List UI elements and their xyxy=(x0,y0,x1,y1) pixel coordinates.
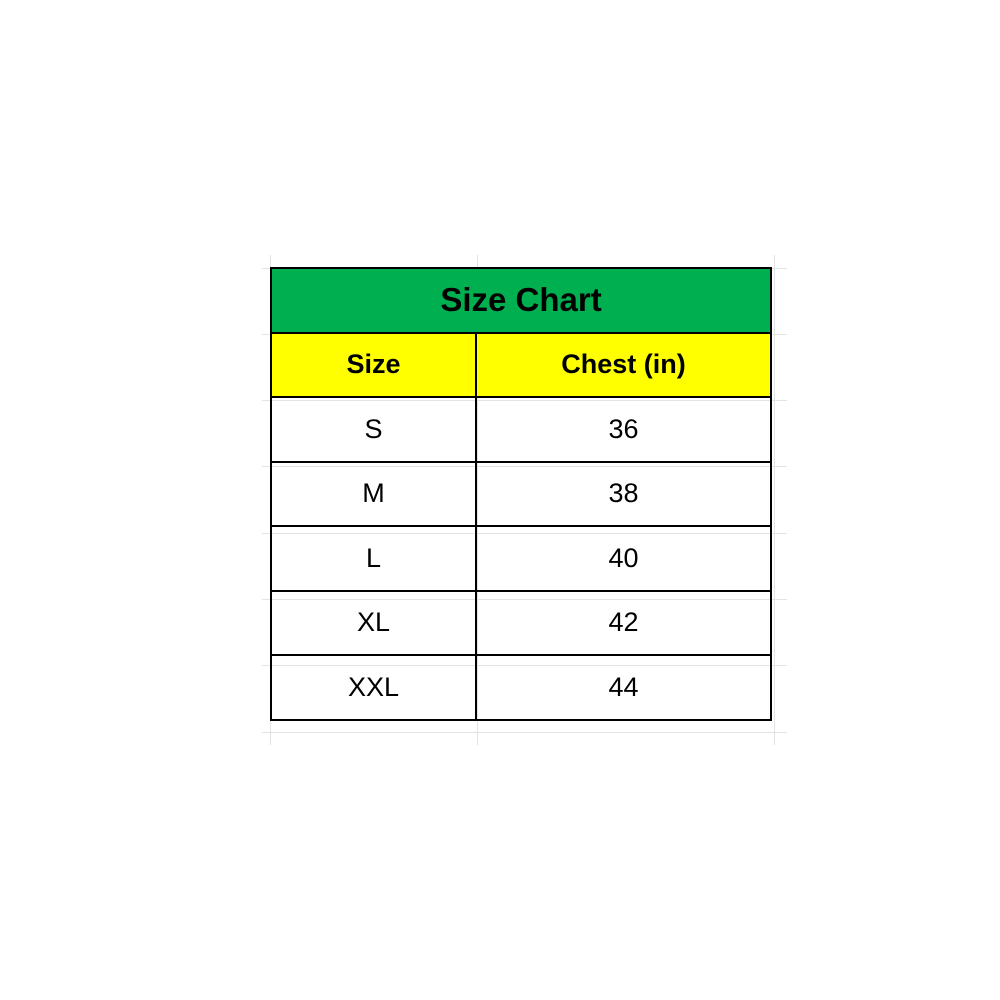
chest-cell: 36 xyxy=(475,396,772,463)
table-row: S 36 xyxy=(270,396,772,463)
table-row: L 40 xyxy=(270,525,772,592)
table-title: Size Chart xyxy=(270,267,772,334)
size-cell: M xyxy=(270,460,477,527)
chest-cell: 44 xyxy=(475,654,772,721)
size-cell: S xyxy=(270,396,477,463)
gridline xyxy=(262,732,787,733)
header-chest: Chest (in) xyxy=(475,331,772,398)
size-cell: XXL xyxy=(270,654,477,721)
size-chart-table: Size Chart Size Chest (in) S 36 M 38 L 4… xyxy=(270,267,772,721)
table-row: XL 42 xyxy=(270,589,772,656)
header-row: Size Chest (in) xyxy=(270,331,772,398)
header-size: Size xyxy=(270,331,477,398)
chest-cell: 40 xyxy=(475,525,772,592)
gridline xyxy=(774,255,775,745)
title-row: Size Chart xyxy=(270,267,772,334)
chest-cell: 42 xyxy=(475,589,772,656)
size-cell: L xyxy=(270,525,477,592)
table-row: M 38 xyxy=(270,460,772,527)
table-row: XXL 44 xyxy=(270,654,772,721)
size-cell: XL xyxy=(270,589,477,656)
chest-cell: 38 xyxy=(475,460,772,527)
